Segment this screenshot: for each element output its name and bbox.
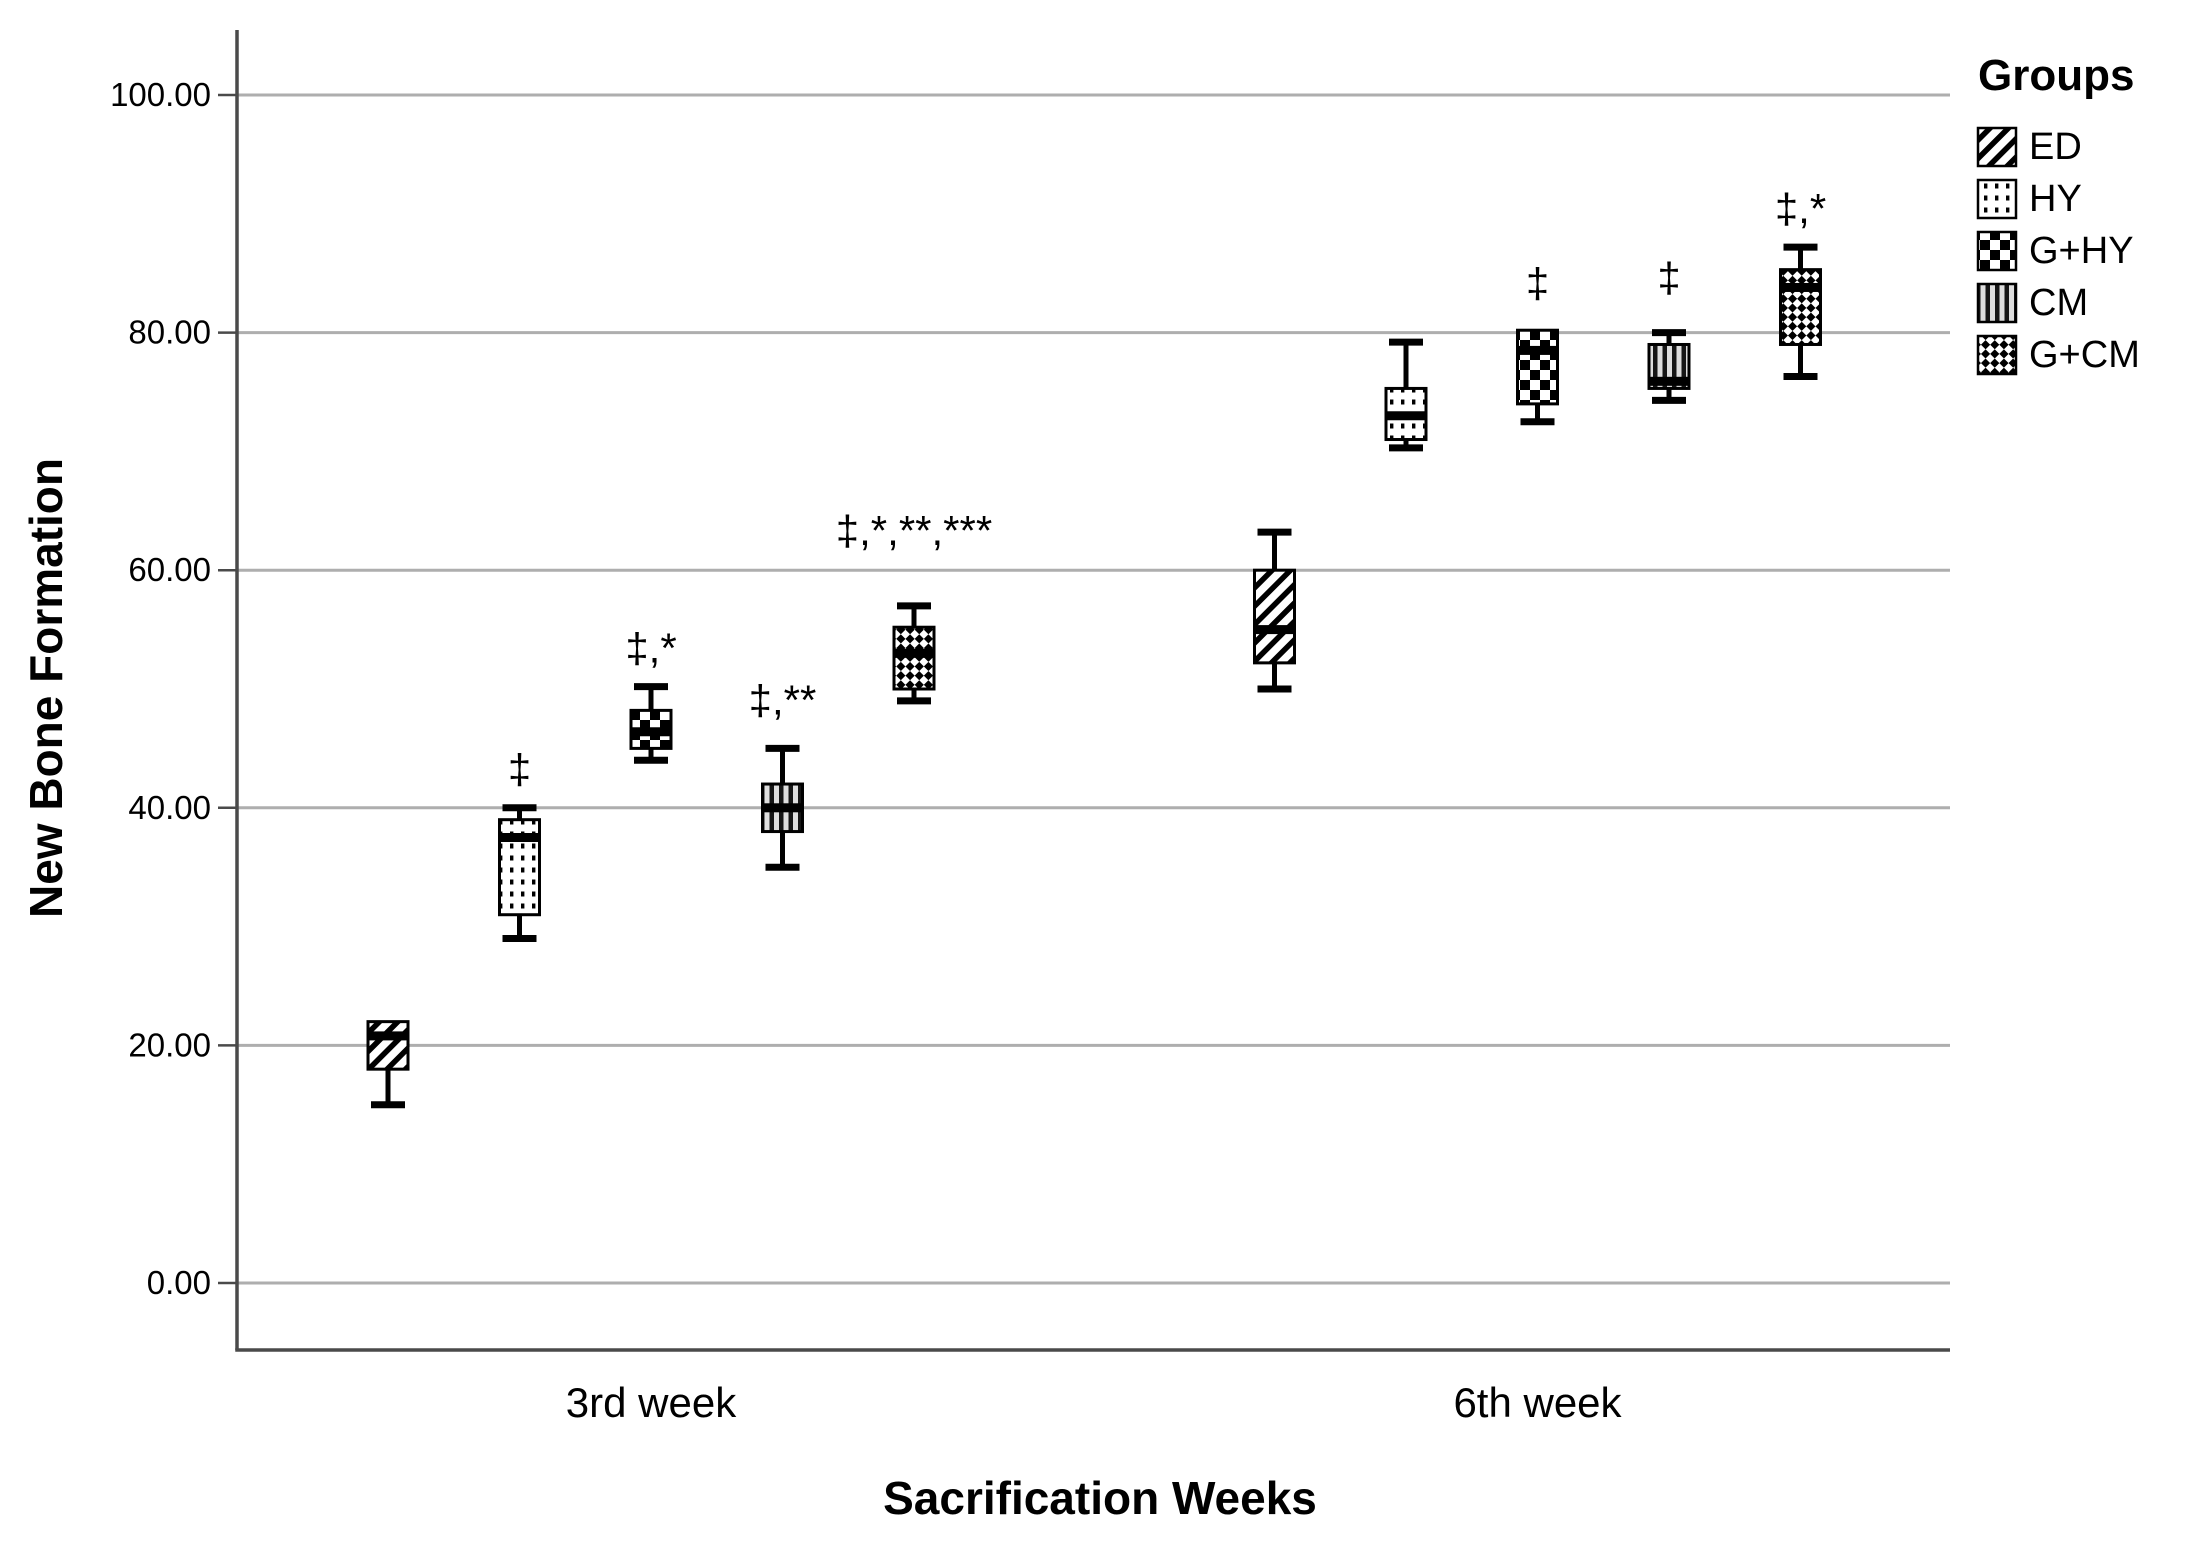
box-ED-3rd-week: [366, 1020, 410, 1109]
annotation-CM-3rd-week: ‡,**: [749, 677, 817, 724]
median-line: [629, 727, 673, 737]
median-line: [1253, 625, 1296, 635]
legend-item-ED: ED: [1976, 126, 2082, 168]
boxplot-series: [366, 243, 1822, 1109]
box-G+HY-3rd-week: [629, 683, 673, 764]
y-tick-label-80: 80.00: [128, 314, 211, 351]
y-axis-title: New Bone Formation: [20, 458, 72, 918]
y-tick-label-40: 40.00: [128, 789, 211, 826]
box-ED-6th-week: [1253, 528, 1296, 693]
median-line: [892, 648, 936, 658]
legend-item-G+HY: G+HY: [1976, 230, 2134, 272]
median-line: [1516, 345, 1559, 355]
box-G+CM-6th-week: [1779, 243, 1822, 381]
legend-label-CM: CM: [2029, 282, 2088, 324]
x-axis-title: Sacrification Weeks: [883, 1472, 1317, 1524]
x-category-labels: 3rd week 6th week: [566, 1379, 1623, 1426]
iqr-box: [892, 625, 936, 691]
legend-label-G+HY: G+HY: [2029, 230, 2134, 272]
legend-label-ED: ED: [2029, 126, 2082, 168]
annotation-G+HY-3rd-week: ‡,*: [625, 624, 676, 671]
iqr-box: [1253, 568, 1296, 665]
annotation-G+CM-3rd-week: ‡,*,**,***: [836, 507, 992, 554]
category-label-1: 3rd week: [566, 1379, 737, 1426]
y-tick-label-20: 20.00: [128, 1026, 211, 1063]
legend-swatch-vertical-stripes-icon: [1976, 282, 2018, 324]
legend-title: Groups: [1978, 51, 2134, 100]
box-HY-6th-week: [1384, 338, 1428, 452]
annotation-G+CM-6th-week: ‡,*: [1775, 185, 1826, 232]
legend: ED HY G+HY CM G+CM: [1976, 126, 2140, 376]
iqr-box: [366, 1020, 410, 1071]
legend-label-G+CM: G+CM: [2029, 334, 2140, 376]
iqr-box: [1779, 268, 1822, 346]
legend-item-HY: HY: [1976, 178, 2082, 220]
box-CM-3rd-week: [761, 744, 804, 871]
median-line: [366, 1031, 410, 1041]
box-HY-3rd-week: [498, 804, 541, 942]
median-line: [1384, 411, 1428, 421]
legend-item-G+CM: G+CM: [1976, 334, 2140, 376]
median-line: [498, 833, 541, 842]
legend-item-CM: CM: [1976, 282, 2088, 324]
axis-lines: [235, 30, 1950, 1352]
annotation-G+HY-6th-week: ‡: [1526, 260, 1549, 307]
y-tick-label-100: 100.00: [110, 76, 211, 113]
annotation-HY-3rd-week: ‡: [508, 746, 531, 793]
category-label-2: 6th week: [1453, 1379, 1622, 1426]
box-CM-6th-week: [1647, 329, 1691, 404]
y-tick-label-0: 0.00: [147, 1264, 211, 1301]
box-G+HY-6th-week: [1516, 328, 1559, 426]
box-G+CM-3rd-week: [892, 602, 936, 705]
median-line: [1647, 376, 1691, 386]
legend-swatch-diagonal-stripes-icon: [1976, 126, 2018, 168]
median-line: [1779, 282, 1822, 292]
legend-swatch-dots-icon: [1976, 178, 2018, 220]
legend-swatch-diagonal-checker-icon: [1976, 334, 2018, 376]
annotation-CM-6th-week: ‡: [1657, 254, 1680, 301]
y-tick-label-60: 60.00: [128, 551, 211, 588]
significance-annotations: ‡ ‡,* ‡,** ‡,*,**,*** ‡ ‡ ‡,*: [508, 185, 1826, 793]
legend-label-HY: HY: [2029, 178, 2082, 220]
median-line: [761, 803, 804, 813]
iqr-box: [1516, 328, 1559, 406]
y-axis-ticks: 0.00 20.00 40.00 60.00 80.00 100.00: [110, 76, 237, 1301]
gridlines: [237, 93, 1950, 1285]
legend-swatch-checkerboard-icon: [1976, 230, 2018, 272]
